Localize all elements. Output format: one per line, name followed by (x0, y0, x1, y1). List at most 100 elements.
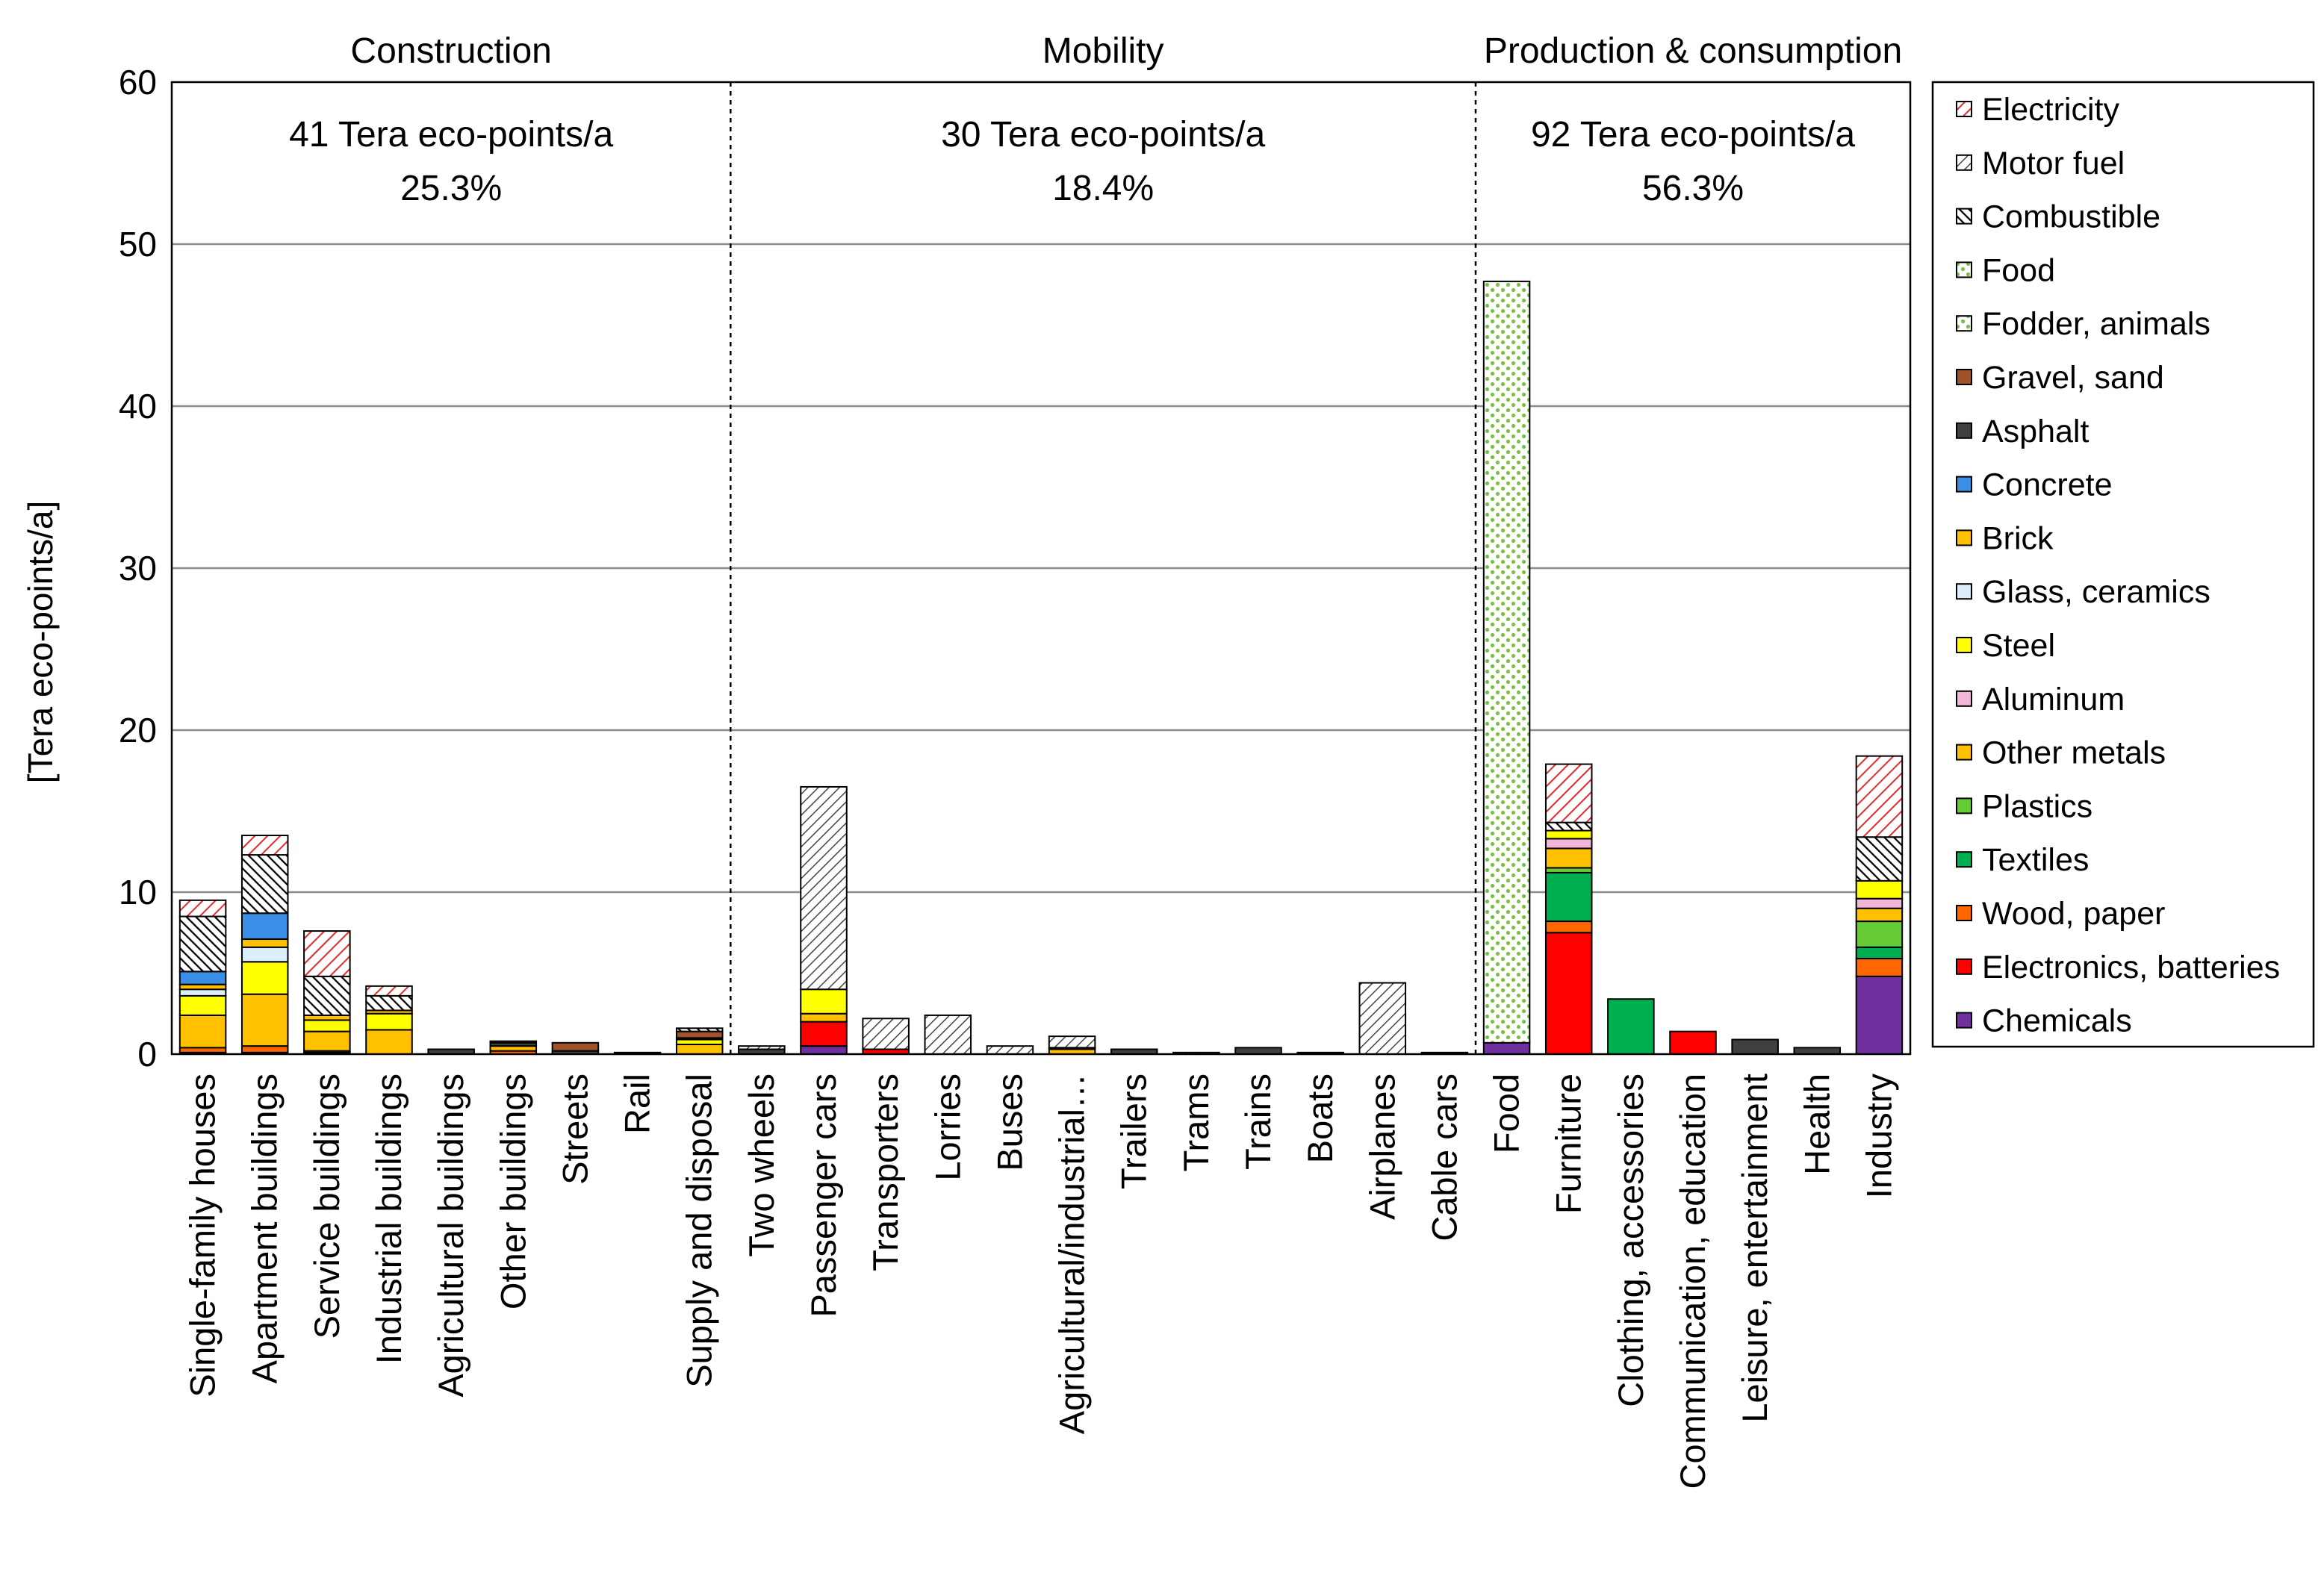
bar-segment-food-food (1484, 281, 1530, 1043)
bar-segment-health-asphalt (1795, 1047, 1841, 1054)
category-label-industrial-buildings: Industrial buildings (369, 1074, 408, 1364)
legend-label-electronics-batteries: Electronics, batteries (1982, 950, 2280, 985)
category-label-leisure-entertainment: Leisure, entertainment (1735, 1074, 1774, 1423)
legend-label-motor-fuel: Motor fuel (1982, 146, 2125, 181)
legend-swatch-textiles (1957, 852, 1972, 867)
y-tick-label: 20 (119, 711, 157, 750)
category-label-communication-education: Communication, education (1673, 1074, 1712, 1489)
group-headings: Construction 41 Tera eco-points/a 25.3% Mob… (289, 31, 1902, 208)
category-label-single-family-houses: Single-family houses (183, 1074, 223, 1398)
category-label-two-wheels: Two wheels (742, 1074, 781, 1257)
legend-label-other-metals: Other metals (1982, 735, 2166, 771)
y-axis-title: [Tera eco-points/a] (21, 501, 60, 783)
bar-segment-passenger-cars-other-metals (801, 1014, 847, 1022)
bar-segment-apartment-buildings-other-metals (242, 994, 288, 1046)
legend-swatch-aluminum (1957, 691, 1972, 706)
bar-segment-supply-and-disposal-other-metals (677, 1044, 723, 1054)
bar-segment-industrial-buildings-combustible (366, 996, 412, 1011)
y-tick-label: 30 (119, 549, 157, 588)
y-tick-label: 50 (119, 225, 157, 264)
bar-segment-service-buildings-other-metals (304, 1032, 350, 1051)
legend-label-aluminum: Aluminum (1982, 682, 2125, 717)
bar-segment-other-buildings-gravel-sand (491, 1041, 537, 1043)
legend-swatch-motor-fuel (1957, 155, 1972, 170)
category-label-clothing-accessories: Clothing, accessories (1611, 1074, 1650, 1407)
legend-label-wood-paper: Wood, paper (1982, 896, 2165, 932)
legend-label-concrete: Concrete (1982, 467, 2112, 503)
bar-segment-trains-asphalt (1235, 1047, 1281, 1054)
legend-swatch-electronics-batteries (1957, 959, 1972, 974)
bar-segment-single-family-houses-combustible (180, 917, 226, 972)
category-label-streets: Streets (555, 1074, 594, 1185)
category-label-passenger-cars: Passenger cars (804, 1074, 843, 1318)
legend-swatch-other-metals (1957, 745, 1972, 760)
bar-segment-apartment-buildings-electricity (242, 835, 288, 855)
bar-segment-furniture-textiles (1546, 873, 1592, 921)
bar-segment-passenger-cars-electronics-batteries (801, 1022, 847, 1047)
legend-swatch-wood-paper (1957, 906, 1972, 920)
legend-swatch-plastics (1957, 798, 1972, 813)
group-share-mobility: 18.4% (1052, 169, 1154, 208)
legend-label-glass-ceramics: Glass, ceramics (1982, 574, 2210, 610)
legend-label-gravel-sand: Gravel, sand (1982, 360, 2164, 396)
y-tick-label: 0 (137, 1035, 157, 1074)
bar-segment-furniture-electricity (1546, 764, 1592, 823)
bar-segment-industry-aluminum (1857, 899, 1903, 909)
legend-swatch-brick (1957, 530, 1972, 545)
category-label-trams: Trams (1176, 1074, 1216, 1171)
group-title-production-consumption: Production & consumption (1484, 31, 1902, 71)
group-share-production-consumption: 56.3% (1642, 169, 1744, 208)
bar-segment-supply-and-disposal-combustible (677, 1028, 723, 1031)
bar-segment-single-family-houses-electricity (180, 900, 226, 917)
legend-swatch-steel (1957, 638, 1972, 652)
bar-segment-supply-and-disposal-gravel-sand (677, 1032, 723, 1038)
category-label-buses: Buses (989, 1074, 1029, 1171)
category-labels: Single-family houses Apartment buildings S… (183, 1074, 1899, 1489)
category-label-industry: Industry (1859, 1074, 1898, 1199)
legend-label-textiles: Textiles (1982, 842, 2089, 878)
legend-swatch-glass-ceramics (1957, 584, 1972, 599)
bar-segment-agricultural-industrial-motor-fuel (1049, 1036, 1096, 1047)
legend-swatch-gravel-sand (1957, 370, 1972, 384)
bar-segment-leisure-entertainment-asphalt (1732, 1039, 1778, 1054)
category-label-service-buildings: Service buildings (307, 1074, 347, 1339)
bar-segment-furniture-electronics-batteries (1546, 932, 1592, 1054)
bar-segment-apartment-buildings-brick (242, 939, 288, 947)
bar-segment-industry-steel (1857, 881, 1903, 899)
legend-label-combustible: Combustible (1982, 199, 2160, 235)
bar-segment-industrial-buildings-other-metals (366, 1029, 412, 1054)
legend-swatch-electricity (1957, 102, 1972, 116)
bar-segment-apartment-buildings-wood-paper (242, 1046, 288, 1053)
category-label-agricultural-industrial: Agricultural/industrial… (1052, 1074, 1092, 1434)
legend-label-brick: Brick (1982, 520, 2054, 556)
bar-segment-communication-education-electronics-batteries (1670, 1032, 1716, 1054)
bar-segment-clothing-accessories-textiles (1608, 999, 1654, 1054)
group-share-construction: 25.3% (400, 169, 502, 208)
category-label-agricultural-buildings: Agricultural buildings (431, 1074, 470, 1398)
legend-label-plastics: Plastics (1982, 788, 2092, 824)
bar-segment-two-wheels-motor-fuel (739, 1046, 785, 1049)
bar-segment-apartment-buildings-steel (242, 962, 288, 994)
bar-segment-single-family-houses-glass-ceramics (180, 989, 226, 996)
bar-segment-single-family-houses-other-metals (180, 1015, 226, 1047)
bar-segment-apartment-buildings-concrete (242, 913, 288, 939)
legend-label-electricity: Electricity (1982, 92, 2119, 128)
category-label-apartment-buildings: Apartment buildings (245, 1074, 285, 1383)
bar-segment-industrial-buildings-electricity (366, 986, 412, 996)
bar-segment-service-buildings-electricity (304, 931, 350, 976)
bar-segment-industry-textiles (1857, 947, 1903, 959)
legend-swatch-chemicals (1957, 1013, 1972, 1028)
bar-segment-single-family-houses-steel (180, 996, 226, 1015)
category-label-rail: Rail (618, 1074, 657, 1134)
group-title-construction: Construction (350, 31, 551, 71)
bar-segment-passenger-cars-steel (801, 989, 847, 1014)
bar-segment-apartment-buildings-combustible (242, 855, 288, 913)
bar-segment-single-family-houses-concrete (180, 971, 226, 984)
y-tick-label: 40 (119, 387, 157, 426)
grid-lines (172, 244, 1910, 892)
bar-segment-furniture-aluminum (1546, 838, 1592, 848)
legend-label-asphalt: Asphalt (1982, 414, 2089, 449)
category-label-airplanes: Airplanes (1362, 1074, 1402, 1220)
bar-segment-service-buildings-steel (304, 1020, 350, 1031)
